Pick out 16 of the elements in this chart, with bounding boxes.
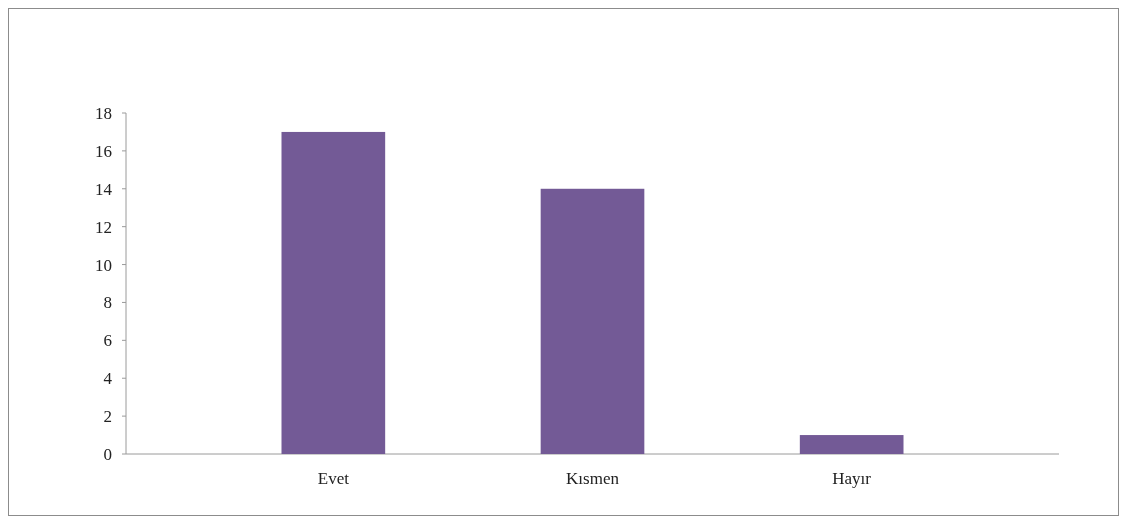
x-tick-label: Hayır	[832, 469, 872, 488]
bar	[799, 435, 904, 454]
y-tick-label: 4	[103, 369, 113, 389]
bar	[281, 131, 386, 454]
y-tick-label: 16	[95, 141, 112, 161]
y-tick-label: 18	[95, 103, 112, 123]
y-tick-label: 6	[103, 331, 112, 351]
y-tick-label: 2	[103, 407, 112, 427]
x-tick-label: Evet	[317, 469, 350, 488]
y-tick-label: 0	[103, 444, 112, 464]
y-tick-label: 14	[95, 179, 113, 199]
x-tick-label: Kısmen	[566, 469, 620, 488]
y-tick-label: 12	[95, 217, 112, 237]
y-tick-label: 8	[103, 293, 112, 313]
y-tick-label: 10	[95, 255, 112, 275]
bar	[540, 188, 645, 454]
